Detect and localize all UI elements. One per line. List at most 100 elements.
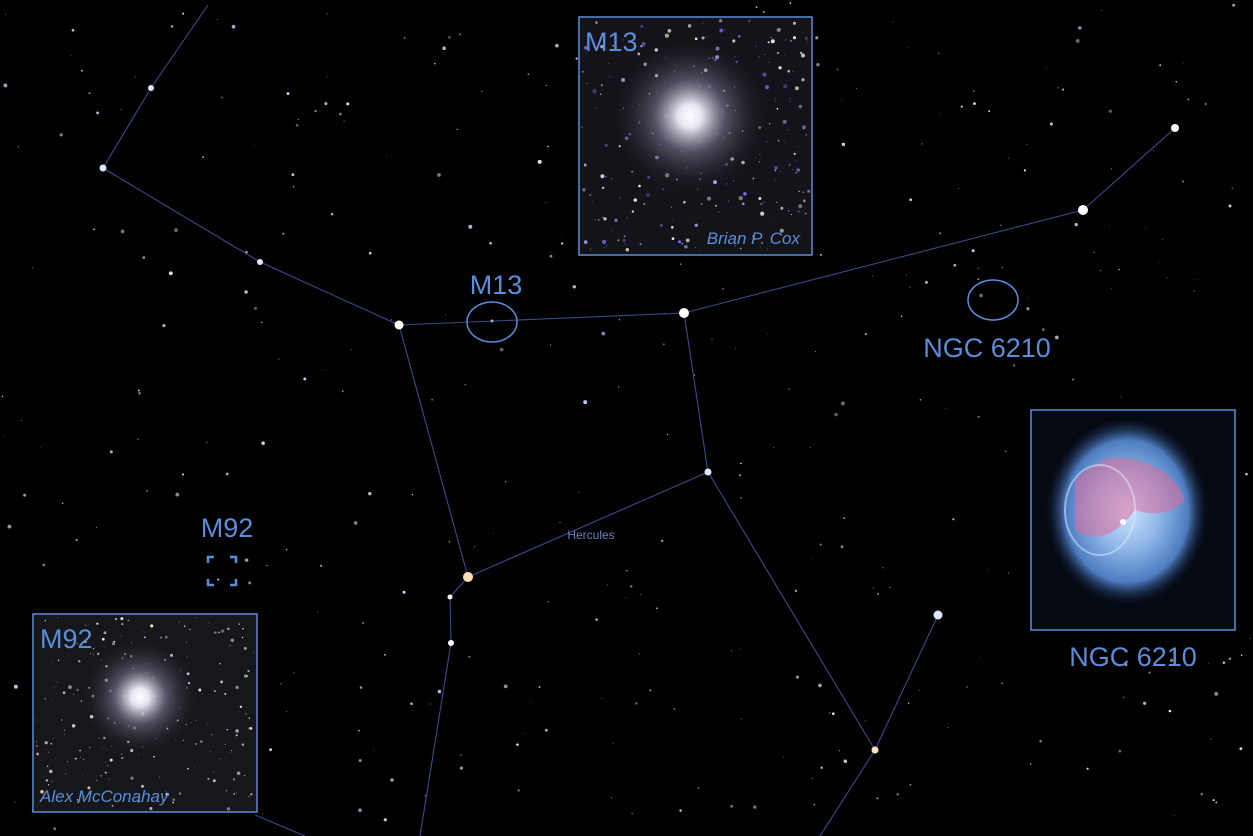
star [83, 759, 84, 760]
star [314, 110, 316, 112]
star [120, 617, 123, 620]
image-inset[interactable]: M92 Alex McConahay [33, 614, 257, 812]
star [1109, 225, 1110, 226]
star [612, 230, 613, 231]
star [812, 778, 813, 779]
star [207, 724, 208, 725]
image-inset[interactable]: M13 Brian P. Cox [579, 17, 812, 255]
star [237, 772, 241, 776]
star [266, 565, 267, 566]
marker-label[interactable]: NGC 6210 [923, 333, 1051, 363]
star [235, 729, 238, 732]
star [1075, 223, 1078, 226]
star [143, 256, 145, 258]
star [211, 734, 212, 735]
star [590, 249, 591, 250]
star [613, 743, 614, 744]
star [978, 416, 980, 418]
star [559, 522, 560, 523]
star [791, 214, 792, 215]
star [531, 702, 532, 703]
star [89, 92, 91, 94]
star [820, 254, 822, 256]
star [343, 121, 344, 122]
star [162, 324, 165, 327]
star [626, 570, 628, 572]
star [195, 743, 197, 745]
star [138, 390, 140, 392]
star [672, 219, 673, 220]
star [171, 25, 174, 28]
star [1187, 99, 1189, 101]
star [1109, 110, 1112, 113]
star [734, 56, 735, 57]
star [105, 772, 107, 774]
marker-label[interactable]: M92 [201, 513, 254, 543]
star [68, 685, 72, 689]
star [1223, 661, 1225, 663]
star [1210, 738, 1211, 739]
star [815, 36, 818, 39]
star [909, 287, 910, 288]
star [1174, 815, 1175, 816]
star [695, 38, 698, 41]
star [242, 628, 244, 630]
star [602, 217, 603, 218]
star [1232, 188, 1233, 189]
star [47, 766, 48, 767]
star [805, 213, 807, 215]
star [630, 585, 632, 587]
star [96, 112, 99, 115]
star [573, 285, 576, 288]
star [584, 164, 587, 167]
star [225, 744, 226, 745]
star [777, 202, 778, 203]
star [784, 55, 785, 56]
star [645, 35, 646, 36]
star [317, 612, 318, 613]
star [57, 681, 58, 682]
star [865, 720, 866, 721]
star [112, 642, 115, 645]
star [1008, 573, 1009, 574]
star [175, 493, 179, 497]
star [783, 84, 787, 88]
image-inset[interactable] [1031, 410, 1235, 630]
star [611, 797, 612, 798]
star [1093, 252, 1095, 254]
star [538, 160, 542, 164]
star [798, 210, 800, 212]
star [208, 622, 209, 623]
star [227, 807, 230, 810]
star [938, 53, 939, 54]
star [351, 349, 352, 350]
star [493, 533, 494, 534]
star [815, 351, 816, 352]
star [360, 686, 363, 689]
star [724, 29, 725, 30]
star [796, 172, 797, 173]
star [221, 97, 223, 99]
star [324, 102, 327, 105]
star [598, 219, 600, 221]
star [296, 124, 299, 127]
star [48, 752, 49, 753]
sky-view: Hercules M13 NGC 6210 M92 M13 Brian P. C… [0, 0, 1253, 836]
star [980, 657, 981, 658]
star [93, 654, 94, 655]
star [219, 663, 221, 665]
constellation-name[interactable]: Hercules [567, 528, 614, 542]
star [966, 686, 968, 688]
star [939, 113, 940, 114]
star [1062, 89, 1064, 91]
star [230, 752, 231, 753]
star [144, 637, 146, 639]
star [945, 408, 946, 409]
marker-label[interactable]: M13 [470, 270, 523, 300]
star [245, 713, 247, 715]
star [1111, 168, 1112, 169]
star [184, 625, 185, 626]
star [592, 89, 596, 93]
star [115, 618, 117, 620]
star [642, 42, 646, 46]
